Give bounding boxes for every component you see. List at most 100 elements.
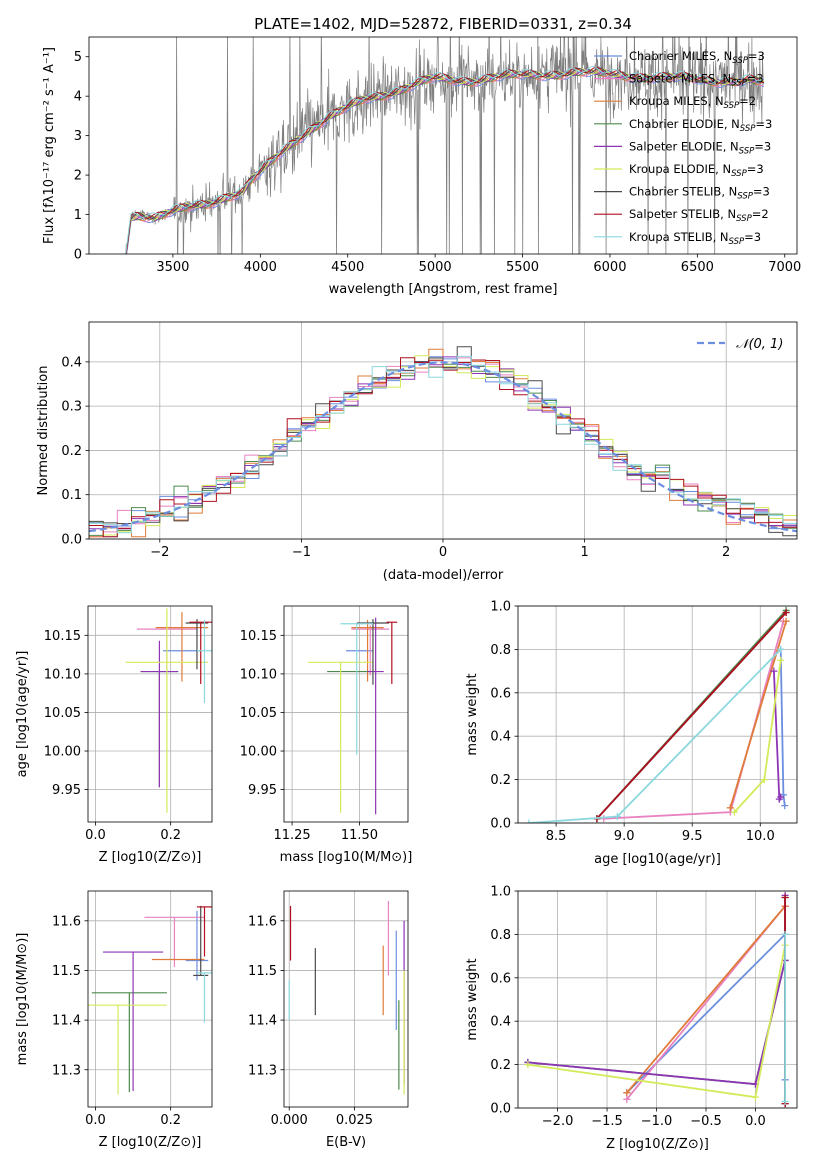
legend-label-main: Salpeter ELODIE, N (629, 139, 739, 153)
y-tick-label: 11.3 (52, 1063, 81, 1078)
legend-label-sub: SSP (740, 124, 756, 134)
y-tick-label: 0.4 (61, 355, 82, 370)
errorbar-point (144, 916, 205, 967)
panel-weight-vs-age: 8.5 9.0 9.5 10.0 0.0 0.2 0.4 0.6 0.8 1.0 age [log1… (465, 600, 798, 867)
plot-area-mass-vs-Z (88, 905, 212, 1095)
y-tick-label: 0.0 (490, 1102, 511, 1117)
y-axis-label: age [log10(age/yr)] (15, 651, 30, 778)
x-tick-label: −2 (150, 545, 169, 560)
y-tick-label: 11.4 (52, 1014, 81, 1029)
y-tick-label: 11.4 (248, 1014, 277, 1029)
y-tick-label: 10.10 (44, 667, 81, 682)
y-tick-label: 9.95 (52, 783, 81, 798)
x-axis-label: wavelength [Angstrom, rest frame] (329, 282, 558, 297)
x-axis-label: E(B-V) (326, 1135, 366, 1150)
y-tick-label: 5 (74, 50, 82, 65)
panel-weight-vs-Z: −2.0 −1.5 −1.0 −0.5 0.0 0.0 0.2 0.4 0.6 0.8 1.0 Z [… (465, 885, 798, 1152)
legend-label: Kroupa STELIB, NSSP=3 (629, 230, 761, 247)
y-tick-label: 0.2 (490, 773, 511, 788)
weight-series (600, 617, 787, 823)
x-tick-label: 1 (580, 545, 588, 560)
legend-label: 𝒩(0, 1) (736, 337, 783, 352)
legend-label: Kroupa MILES, NSSP=2 (629, 94, 756, 111)
x-tick-label: 5000 (419, 260, 452, 275)
legend-label-sub: SSP (731, 79, 747, 89)
legend-label-main: Kroupa MILES, N (629, 94, 724, 108)
spectrum-data-line (120, 37, 764, 254)
errorbar-point (91, 992, 167, 1093)
weight-marker (760, 776, 768, 784)
y-tick-label: 0.8 (490, 643, 511, 658)
weight-marker (726, 804, 734, 812)
x-tick-label: 2 (722, 545, 730, 560)
plot-area-spectrum (120, 37, 765, 254)
weight-marker (777, 793, 785, 801)
y-tick-label: 1 (74, 208, 82, 223)
axes-frame (88, 36, 798, 255)
y-tick-label: 11.5 (52, 964, 81, 979)
x-tick-label: 0 (439, 545, 447, 560)
legend-label: Chabrier MILES, NSSP=3 (629, 49, 765, 66)
weight-marker (524, 1061, 532, 1069)
axes-frame (283, 605, 409, 823)
x-tick-label: 5500 (506, 260, 539, 275)
x-axis-label: (data-model)/error (383, 568, 504, 583)
y-axis-label: mass weight (465, 958, 480, 1040)
y-tick-label: 10.10 (240, 667, 277, 682)
legend-label-tail: =2 (739, 94, 756, 108)
x-tick-label: 0.025 (336, 1113, 373, 1128)
weight-marker (770, 667, 778, 675)
axes-frame (87, 605, 213, 823)
x-tick-label: 3500 (156, 260, 189, 275)
y-tick-label: 10.15 (240, 629, 277, 644)
axes-frame (283, 890, 409, 1108)
x-tick-label: 0.0 (745, 1114, 766, 1129)
panel-residuals: −2 −1 0 1 2 0.0 0.1 0.2 0.3 0.4 𝒩(0, 1) (data-model… (36, 321, 798, 583)
weight-marker (782, 609, 790, 617)
weight-series (781, 930, 789, 1105)
legend-label: Salpeter MILES, NSSP=3 (629, 72, 764, 89)
weight-marker (781, 894, 789, 902)
y-tick-label: 1.0 (490, 885, 511, 900)
legend-label-main: Kroupa ELODIE, N (629, 162, 731, 176)
y-tick-label: 0.0 (490, 817, 511, 832)
errorbar-point (189, 621, 212, 684)
legend-label-tail: =3 (747, 72, 764, 86)
weight-marker (613, 812, 621, 820)
legend-label: Salpeter ELODIE, NSSP=3 (629, 139, 771, 156)
residuals-legend: 𝒩(0, 1) (697, 337, 783, 352)
plot-area-mass-vs-ebv (288, 900, 405, 1095)
weight-series (730, 656, 785, 816)
y-tick-label: 10.05 (44, 706, 81, 721)
figure-title: PLATE=1402, MJD=52872, FIBERID=0331, z=0… (254, 15, 632, 33)
panel-mass-vs-Z: 0.0 0.2 11.3 11.4 11.5 11.6 Z [log10(Z/Z⊙)] mas… (15, 890, 213, 1150)
errorbar-point (367, 617, 384, 815)
weight-marker (777, 645, 785, 653)
x-tick-label: −0.5 (690, 1114, 722, 1129)
x-tick-label: 4000 (244, 260, 277, 275)
x-tick-label: 0.2 (160, 828, 181, 843)
x-tick-label: 11.50 (341, 828, 378, 843)
legend-label-tail: =3 (744, 230, 761, 244)
errorbar-point (196, 906, 212, 957)
y-tick-label: 0.4 (490, 1015, 511, 1030)
histogram-step-line (89, 357, 797, 538)
legend-label-tail: =3 (754, 139, 771, 153)
legend-label-sub: SSP (731, 169, 747, 179)
errorbar-point (88, 1004, 167, 1095)
legend-label: Chabrier STELIB, NSSP=3 (629, 185, 770, 202)
y-tick-label: 11.3 (248, 1063, 277, 1078)
plot-area-residuals (89, 346, 797, 538)
legend-label-main: Salpeter STELIB, N (629, 207, 736, 221)
weight-marker (781, 802, 789, 810)
errorbar-point (356, 619, 390, 685)
histogram-step-line (89, 355, 797, 534)
y-tick-label: 11.6 (248, 914, 277, 929)
y-axis-label: mass weight (465, 673, 480, 755)
spectrum-model-line (125, 68, 765, 254)
x-tick-label: 9.0 (614, 829, 635, 844)
x-tick-label: 11.25 (273, 828, 310, 843)
x-tick-label: 7000 (768, 260, 801, 275)
legend-label-sub: SSP (736, 214, 752, 224)
